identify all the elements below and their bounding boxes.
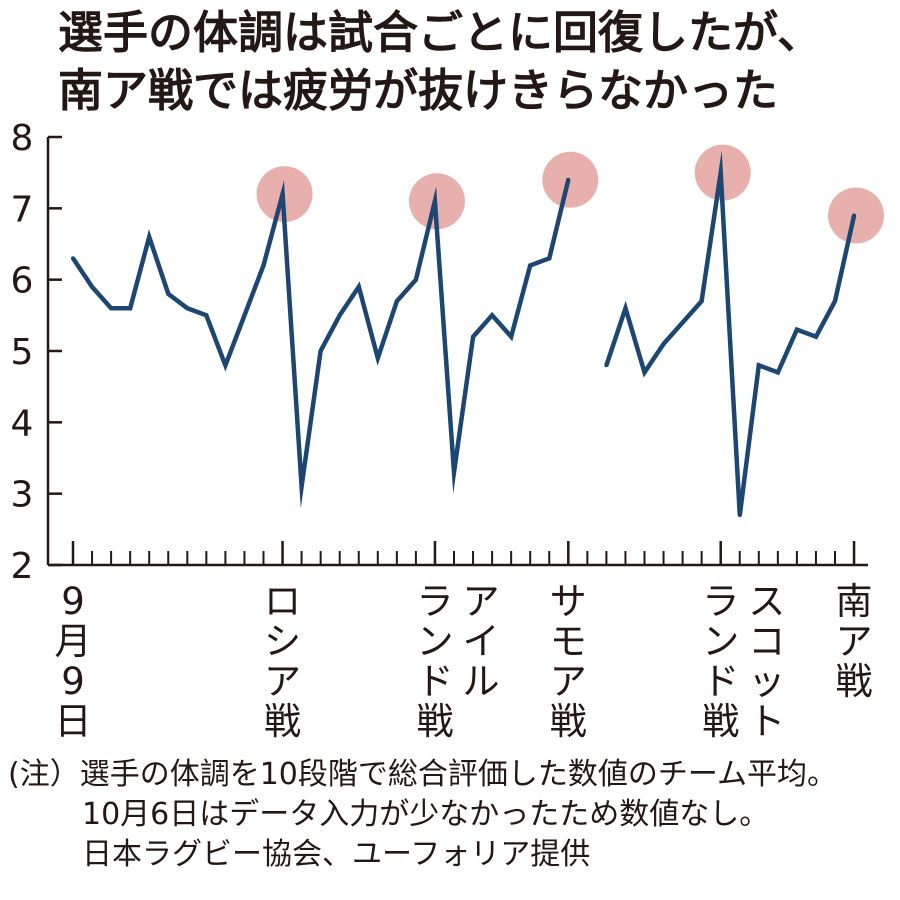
data-point xyxy=(375,356,380,361)
y-tick-label: 5 xyxy=(11,332,34,373)
data-point xyxy=(299,484,304,489)
data-point xyxy=(604,363,609,368)
y-tick-labels: 2 3 4 5 6 7 8 xyxy=(11,118,34,587)
data-point xyxy=(775,370,780,375)
match-highlights xyxy=(256,144,885,244)
series-segment xyxy=(71,179,571,509)
data-point xyxy=(547,256,552,261)
data-point xyxy=(185,306,190,311)
data-point xyxy=(261,263,266,268)
series-segment xyxy=(604,150,857,516)
data-point xyxy=(90,284,95,289)
data-point xyxy=(623,306,628,311)
data-point xyxy=(699,299,704,304)
x-label-column: アイル xyxy=(462,580,500,703)
x-label: ロシア戦 xyxy=(260,582,306,742)
series-line xyxy=(71,150,857,518)
data-point xyxy=(452,470,456,475)
data-point xyxy=(509,334,514,339)
x-label-column: 南ア戦 xyxy=(835,580,873,703)
data-point xyxy=(490,313,495,318)
data-point xyxy=(471,334,476,339)
y-tick-label: 4 xyxy=(11,403,34,444)
note-line-3: 日本ラグビー協会、ユーフォリア提供 xyxy=(82,837,591,872)
data-point xyxy=(394,299,399,304)
data-point xyxy=(356,284,361,289)
data-point xyxy=(737,513,742,518)
data-point xyxy=(337,313,342,318)
data-point xyxy=(528,263,533,268)
data-point xyxy=(280,192,285,197)
data-point xyxy=(833,299,837,304)
data-point xyxy=(318,349,323,353)
chart-title: 選手の体調は試合ごとに回復したが、 南ア戦では疲労が抜けきらなかった xyxy=(58,4,888,120)
data-point xyxy=(794,327,799,332)
data-point xyxy=(413,277,418,282)
y-tick-label: 2 xyxy=(11,546,34,587)
notes: (注）選手の体調を10段階で総合評価した数値のチーム平均。 10月6日はデータ入… xyxy=(8,755,837,875)
data-point xyxy=(166,291,171,296)
data-point xyxy=(242,313,247,318)
x-label: 南ア戦 xyxy=(831,582,877,702)
data-point xyxy=(109,306,114,311)
note-line-2: 10月6日はデータ入力が少なかったため数値なし。 xyxy=(82,797,770,832)
x-label-column: スコット xyxy=(748,580,786,743)
data-point xyxy=(204,313,209,318)
data-point xyxy=(566,177,571,182)
axis xyxy=(46,135,869,567)
data-point xyxy=(432,199,437,204)
x-label: サモア戦 xyxy=(545,582,591,742)
x-label: ランド戦アイル xyxy=(412,582,504,742)
x-label-column: 9月9日 xyxy=(54,580,92,743)
data-point xyxy=(147,234,152,239)
x-label-column: ロシア戦 xyxy=(264,580,302,743)
note-line-1: (注）選手の体調を10段階で総合評価した数値のチーム平均。 xyxy=(8,757,837,792)
y-tick-label: 8 xyxy=(11,118,34,159)
x-label: ランド戦スコット xyxy=(698,582,790,742)
data-point xyxy=(718,170,723,175)
y-tick-label: 3 xyxy=(11,475,34,516)
title-line-1: 選手の体調は試合ごとに回復したが、 xyxy=(58,6,823,59)
data-point xyxy=(680,320,685,325)
data-point xyxy=(661,341,666,346)
y-tick-label: 6 xyxy=(11,261,34,302)
x-label: 9月9日 xyxy=(50,582,96,742)
data-point xyxy=(223,363,228,368)
data-point xyxy=(756,363,761,368)
data-point xyxy=(642,370,647,375)
data-point xyxy=(71,256,75,261)
data-point xyxy=(128,306,133,311)
y-tick-label: 7 xyxy=(11,189,34,230)
x-label-column: サモア戦 xyxy=(549,580,587,743)
x-label-column: ランド戦 xyxy=(702,580,740,743)
data-point xyxy=(813,334,818,339)
title-line-2: 南ア戦では疲労が抜けきらなかった xyxy=(58,64,779,117)
x-label-column: ランド戦 xyxy=(416,580,454,743)
data-point xyxy=(852,213,857,218)
